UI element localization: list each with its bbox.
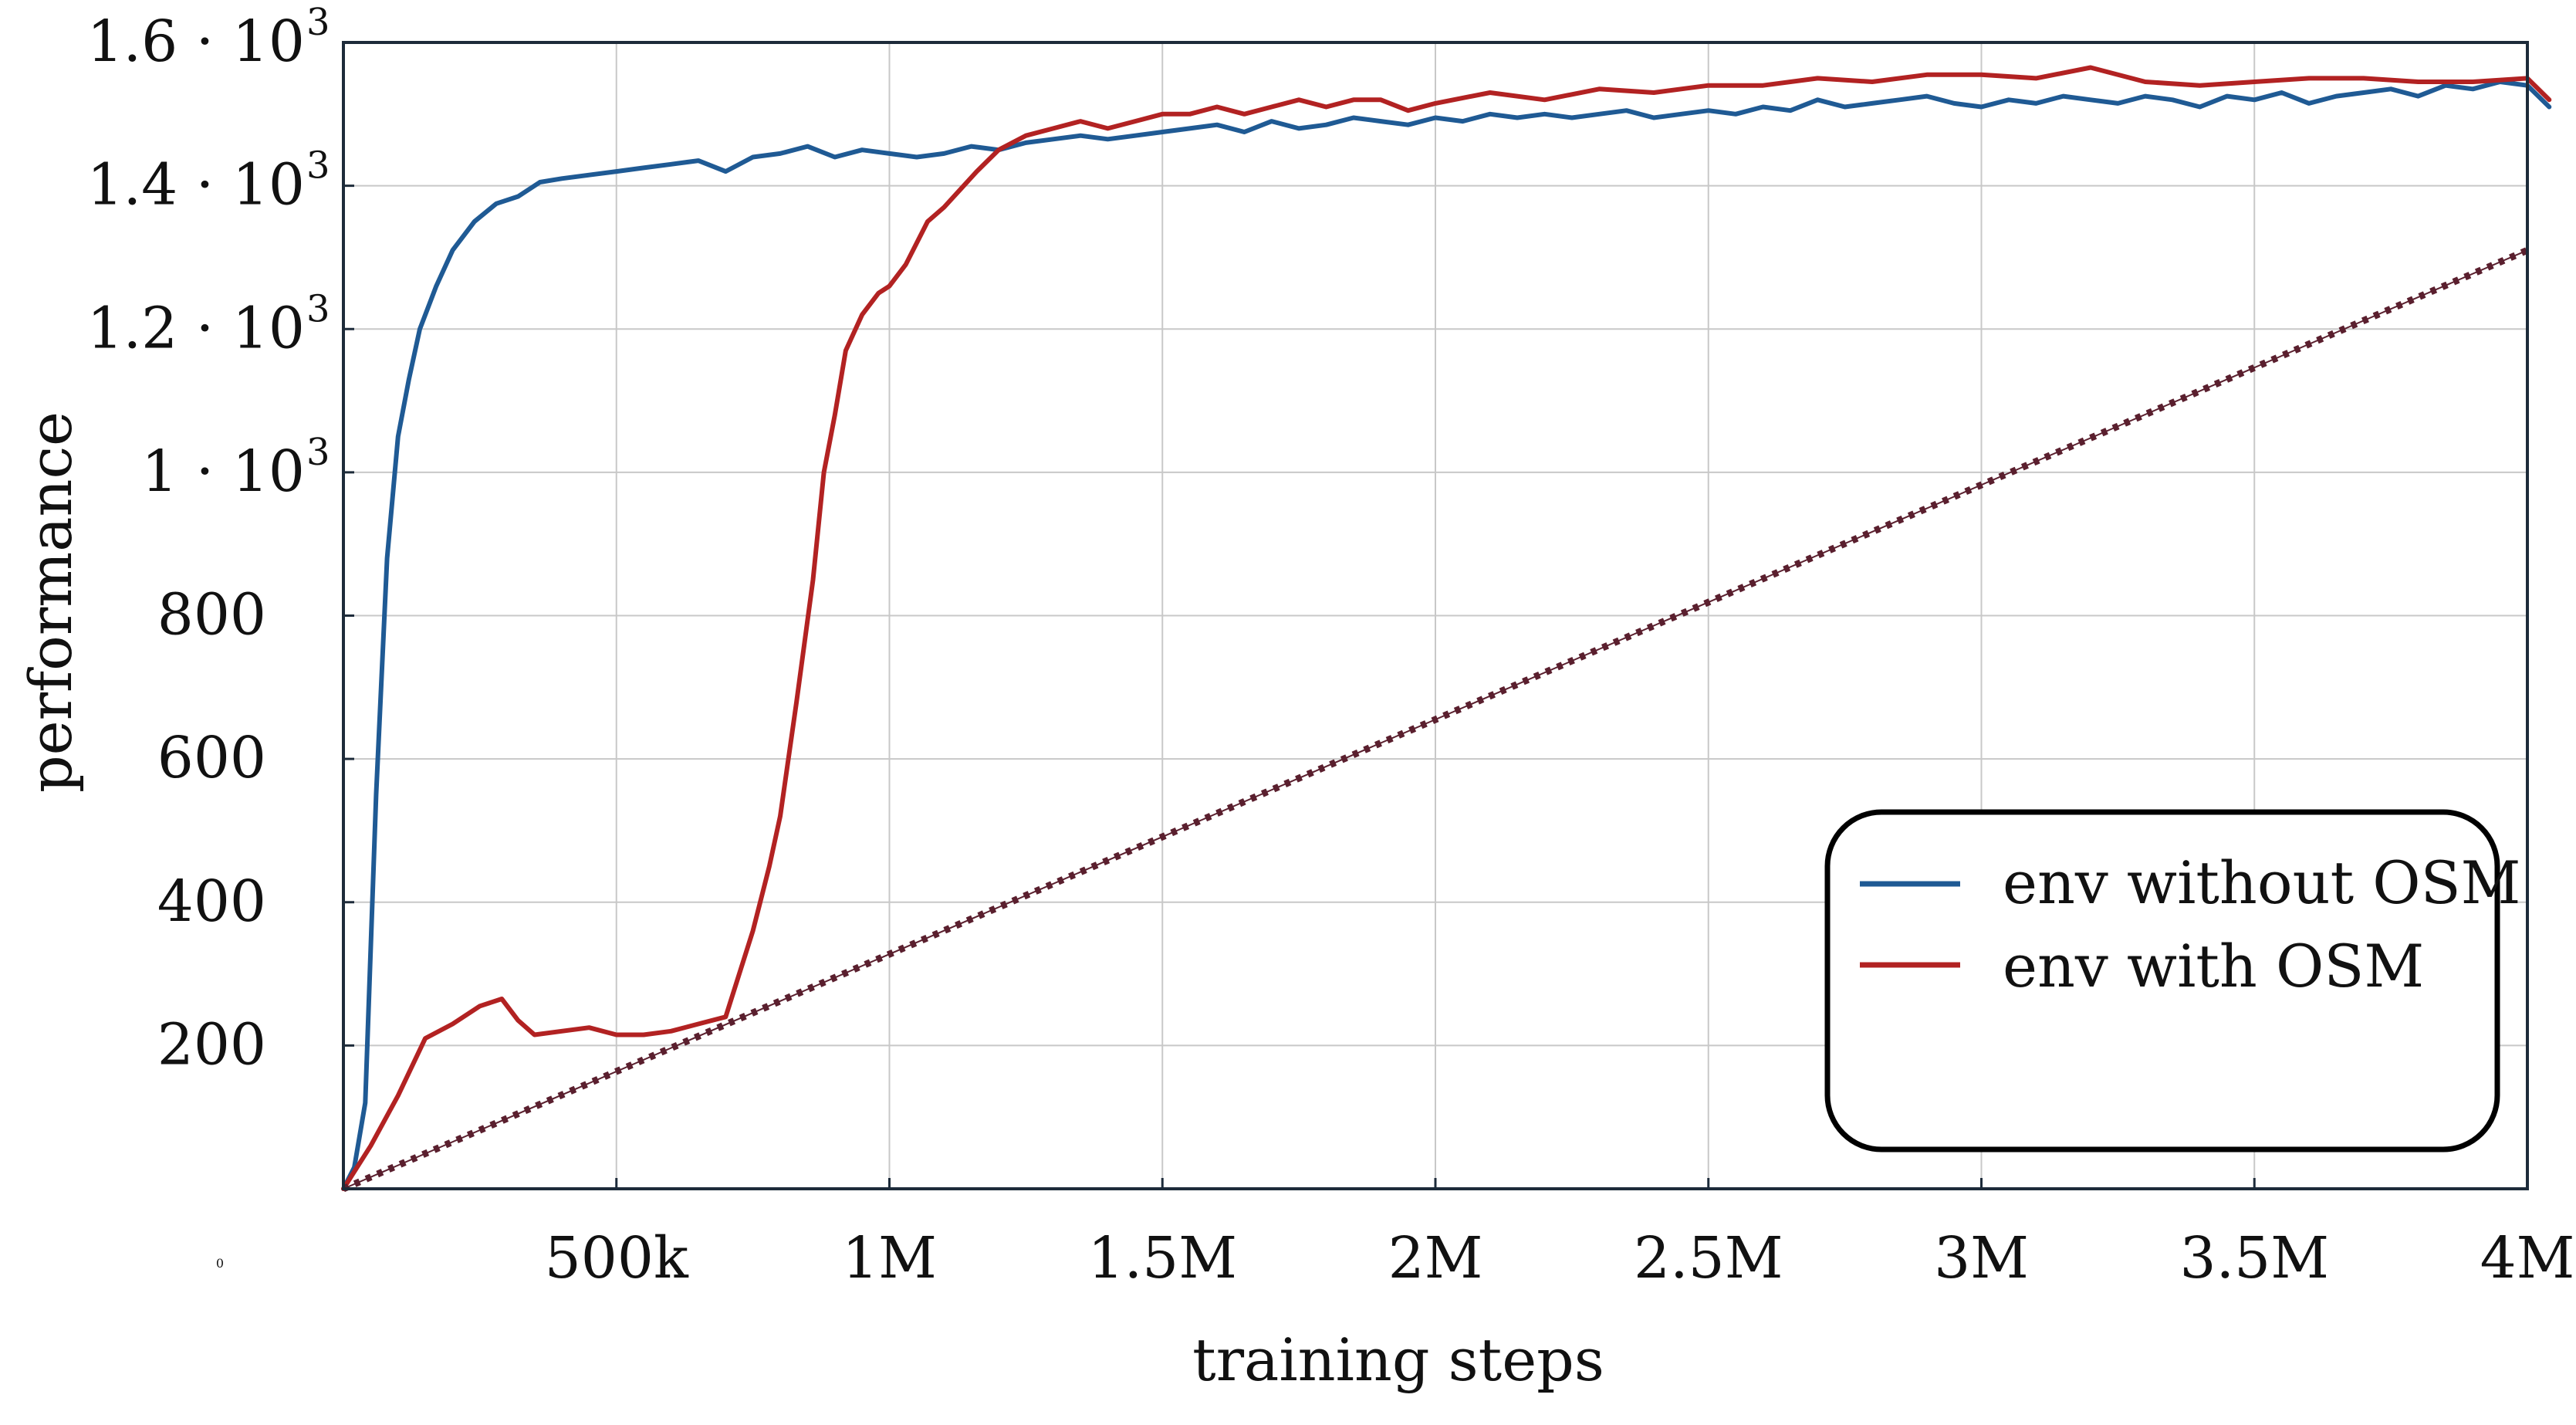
x-tick-label: 3M <box>1934 1225 2029 1291</box>
y-tick-label: 800 <box>157 582 266 648</box>
y-tick-label: 1.6 · 10 <box>87 8 305 75</box>
x-tick-label: 4M <box>2480 1225 2575 1291</box>
series-reference-dots <box>342 247 2529 1193</box>
y-axis-label: performance <box>16 411 85 793</box>
legend: env without OSM env with OSM <box>1824 809 2520 1153</box>
x-tick-label: 1M <box>842 1225 937 1291</box>
x-tick-label: 2.5M <box>1634 1225 1783 1291</box>
x-axis-label: training steps <box>1192 1325 1604 1394</box>
x-tick-label: 500k <box>545 1225 689 1291</box>
y-tick-label: 1 · 10 <box>141 438 305 505</box>
series-env-with-osm-line <box>341 65 2552 1191</box>
legend-label-with-osm: env with OSM <box>2003 932 2424 1000</box>
x-tick-label: 2M <box>1388 1225 1483 1291</box>
legend-box <box>1824 809 2500 1153</box>
x-axis-ticks: 500k 1M 1.5M 2M 2.5M 3M 3.5M 4M <box>545 1178 2575 1291</box>
y-tick-label: 1.2 · 10 <box>87 295 305 361</box>
origin-label: 0 <box>216 1256 224 1271</box>
y-tick-exponent: 3 <box>306 1 330 44</box>
y-tick-exponent: 3 <box>306 431 330 474</box>
legend-label-without-osm: env without OSM <box>2003 848 2520 917</box>
y-tick-label: 1.4 · 10 <box>87 152 305 218</box>
y-tick-exponent: 3 <box>306 287 330 330</box>
y-tick-label: 200 <box>157 1011 266 1078</box>
y-tick-label: 600 <box>157 725 266 791</box>
x-tick-label: 3.5M <box>2180 1225 2329 1291</box>
series-env-without-osm-line <box>341 80 2552 1191</box>
y-tick-label: 400 <box>157 868 266 935</box>
x-tick-label: 1.5M <box>1088 1225 1237 1291</box>
series-layer <box>341 65 2552 1193</box>
y-tick-exponent: 3 <box>306 144 330 188</box>
